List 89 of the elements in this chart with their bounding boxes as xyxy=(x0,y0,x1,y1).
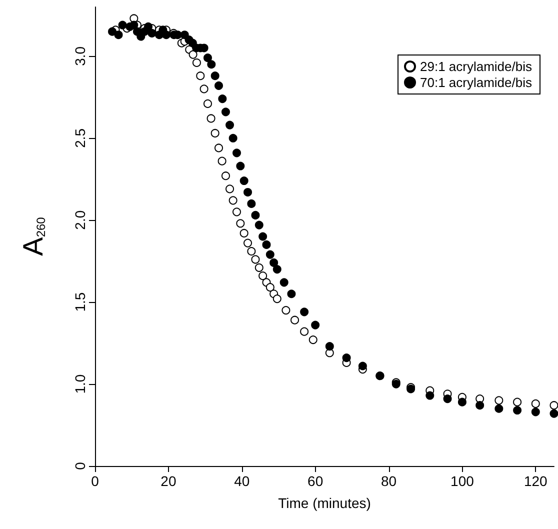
legend-label: 29:1 acrylamide/bis xyxy=(420,59,532,74)
point xyxy=(247,199,256,208)
point xyxy=(272,294,282,304)
point xyxy=(426,391,434,400)
point xyxy=(203,54,212,62)
point xyxy=(218,94,227,104)
y-tick-label: 3.0 xyxy=(72,46,88,66)
x-axis-title: Time (minutes) xyxy=(278,495,371,511)
point xyxy=(206,114,216,123)
point xyxy=(251,255,260,264)
point xyxy=(443,394,452,404)
point xyxy=(196,72,205,80)
point xyxy=(494,396,504,405)
x-tick-label: 60 xyxy=(308,473,324,489)
point xyxy=(300,308,309,316)
point xyxy=(254,220,264,230)
point xyxy=(282,306,290,315)
point xyxy=(228,196,238,205)
point xyxy=(266,250,274,259)
point xyxy=(251,210,260,220)
point xyxy=(254,263,264,272)
y-tick-label: 1.5 xyxy=(72,292,88,312)
point xyxy=(108,27,117,36)
x-tick-label: 80 xyxy=(380,473,397,489)
point xyxy=(358,362,367,370)
point xyxy=(210,128,220,138)
legend-label: 70:1 acrylamide/bis xyxy=(420,75,532,90)
point xyxy=(258,272,268,280)
y-tick-label: 1.0 xyxy=(72,374,88,394)
point xyxy=(232,148,241,158)
point xyxy=(144,22,152,31)
x-tick-label: 0 xyxy=(91,473,100,489)
point xyxy=(221,108,230,116)
point xyxy=(531,408,540,416)
point xyxy=(308,336,318,344)
point xyxy=(266,283,274,292)
point xyxy=(247,247,256,256)
point xyxy=(188,50,198,59)
point xyxy=(325,342,334,351)
point xyxy=(148,28,156,38)
point xyxy=(232,208,241,216)
point xyxy=(118,20,127,30)
point xyxy=(458,398,466,406)
point xyxy=(550,409,558,418)
point xyxy=(300,327,309,336)
point xyxy=(287,290,296,298)
point xyxy=(214,81,223,90)
point xyxy=(342,354,351,362)
point xyxy=(262,240,271,249)
point xyxy=(494,404,504,413)
x-tick-label: 100 xyxy=(450,473,474,489)
point xyxy=(114,30,123,40)
x-tick-label: 40 xyxy=(234,473,250,489)
y-tick-label: 2.0 xyxy=(72,210,88,230)
point xyxy=(228,134,238,142)
y-tick-label: 2.5 xyxy=(72,128,88,148)
y-tick-label: 0 xyxy=(72,462,88,470)
point xyxy=(218,156,226,166)
point xyxy=(240,176,248,186)
point xyxy=(214,144,223,152)
point xyxy=(272,265,282,274)
y-axis-title: A260 xyxy=(18,216,48,256)
point xyxy=(244,238,252,248)
point xyxy=(476,401,484,410)
point xyxy=(162,30,170,40)
point xyxy=(550,401,558,410)
point xyxy=(192,58,201,67)
point xyxy=(290,316,300,324)
point xyxy=(226,120,234,130)
point xyxy=(258,232,268,241)
point xyxy=(130,20,138,30)
point xyxy=(236,162,245,170)
point xyxy=(513,398,522,406)
point xyxy=(270,258,278,267)
point xyxy=(240,228,248,238)
point xyxy=(200,84,208,94)
point xyxy=(207,60,216,69)
x-tick-label: 20 xyxy=(160,473,176,489)
point xyxy=(280,278,288,287)
point xyxy=(210,72,220,80)
point xyxy=(513,406,522,415)
point xyxy=(221,172,230,180)
point xyxy=(236,219,245,228)
point xyxy=(203,99,212,108)
point xyxy=(531,399,540,408)
point xyxy=(311,320,320,330)
point xyxy=(244,188,252,196)
point xyxy=(226,184,234,194)
x-tick-label: 120 xyxy=(524,473,548,489)
